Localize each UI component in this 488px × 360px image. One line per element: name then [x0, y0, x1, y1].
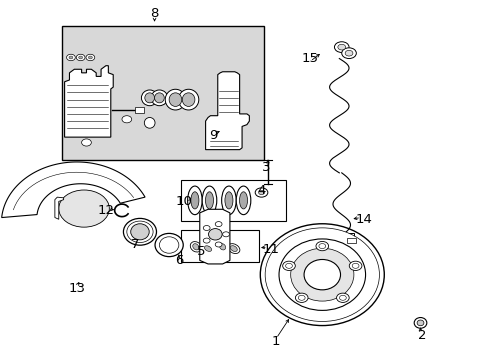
Ellipse shape: [178, 89, 199, 110]
Text: 13: 13: [68, 283, 85, 296]
Ellipse shape: [204, 246, 211, 251]
Polygon shape: [55, 197, 63, 219]
Ellipse shape: [190, 192, 199, 209]
Circle shape: [285, 263, 292, 268]
Ellipse shape: [279, 239, 365, 310]
Text: 14: 14: [354, 213, 371, 226]
Ellipse shape: [202, 186, 216, 215]
Circle shape: [122, 116, 131, 123]
Text: 10: 10: [175, 195, 192, 208]
Circle shape: [215, 222, 222, 226]
Circle shape: [215, 242, 222, 247]
Text: 5: 5: [196, 245, 204, 258]
Circle shape: [341, 48, 356, 59]
Circle shape: [255, 188, 267, 197]
Ellipse shape: [264, 228, 379, 321]
Polygon shape: [64, 66, 113, 137]
Ellipse shape: [260, 224, 384, 325]
Circle shape: [81, 139, 91, 146]
Ellipse shape: [159, 237, 179, 253]
Circle shape: [59, 190, 109, 227]
Circle shape: [88, 56, 92, 59]
Ellipse shape: [217, 242, 228, 252]
Circle shape: [351, 263, 358, 268]
Circle shape: [69, 56, 73, 59]
Ellipse shape: [416, 320, 423, 326]
Polygon shape: [205, 72, 249, 150]
Bar: [135, 108, 143, 113]
Ellipse shape: [227, 244, 240, 253]
Circle shape: [315, 242, 328, 251]
Ellipse shape: [221, 186, 236, 215]
Ellipse shape: [165, 89, 185, 110]
Circle shape: [203, 238, 210, 243]
Text: 7: 7: [131, 238, 139, 251]
Ellipse shape: [219, 244, 225, 250]
Ellipse shape: [190, 242, 201, 252]
Circle shape: [334, 42, 348, 53]
Bar: [181, 230, 259, 262]
Text: 15: 15: [301, 52, 318, 65]
Bar: [181, 180, 285, 221]
Ellipse shape: [208, 229, 222, 240]
Polygon shape: [200, 209, 229, 264]
Circle shape: [282, 261, 295, 270]
Text: 9: 9: [208, 129, 217, 142]
Circle shape: [295, 293, 307, 302]
Ellipse shape: [155, 233, 183, 257]
Ellipse shape: [154, 93, 164, 103]
Text: 2: 2: [417, 329, 426, 342]
Polygon shape: [1, 162, 145, 217]
Circle shape: [86, 54, 95, 61]
Text: 8: 8: [150, 8, 159, 21]
Ellipse shape: [224, 192, 232, 209]
Circle shape: [337, 44, 345, 50]
Circle shape: [345, 50, 352, 56]
Ellipse shape: [202, 244, 214, 253]
Circle shape: [298, 295, 305, 300]
Text: 12: 12: [97, 204, 114, 217]
Ellipse shape: [205, 192, 213, 209]
Ellipse shape: [126, 221, 153, 243]
Ellipse shape: [413, 318, 426, 328]
Circle shape: [348, 261, 361, 270]
Circle shape: [222, 232, 229, 237]
Ellipse shape: [239, 192, 247, 209]
Text: 6: 6: [174, 254, 183, 267]
Ellipse shape: [182, 93, 195, 107]
Text: 11: 11: [262, 243, 279, 256]
Bar: [62, 26, 264, 160]
Ellipse shape: [304, 260, 340, 290]
Ellipse shape: [123, 219, 156, 245]
Circle shape: [258, 190, 264, 195]
Ellipse shape: [230, 246, 237, 252]
Circle shape: [66, 54, 75, 61]
Bar: [336, 233, 353, 241]
Ellipse shape: [144, 117, 155, 128]
Bar: [346, 238, 356, 243]
Ellipse shape: [290, 248, 353, 301]
Circle shape: [339, 295, 346, 300]
Text: 1: 1: [271, 335, 280, 348]
Circle shape: [203, 225, 210, 230]
Ellipse shape: [236, 186, 250, 215]
Ellipse shape: [169, 93, 182, 107]
Ellipse shape: [187, 186, 202, 215]
Ellipse shape: [151, 90, 167, 106]
Circle shape: [318, 244, 325, 249]
Text: 4: 4: [257, 184, 265, 197]
Ellipse shape: [144, 93, 154, 103]
Ellipse shape: [130, 224, 149, 240]
Circle shape: [336, 293, 348, 302]
Circle shape: [76, 54, 85, 61]
Ellipse shape: [192, 244, 199, 250]
Text: 3: 3: [262, 161, 270, 174]
Circle shape: [79, 56, 82, 59]
Ellipse shape: [141, 90, 158, 106]
